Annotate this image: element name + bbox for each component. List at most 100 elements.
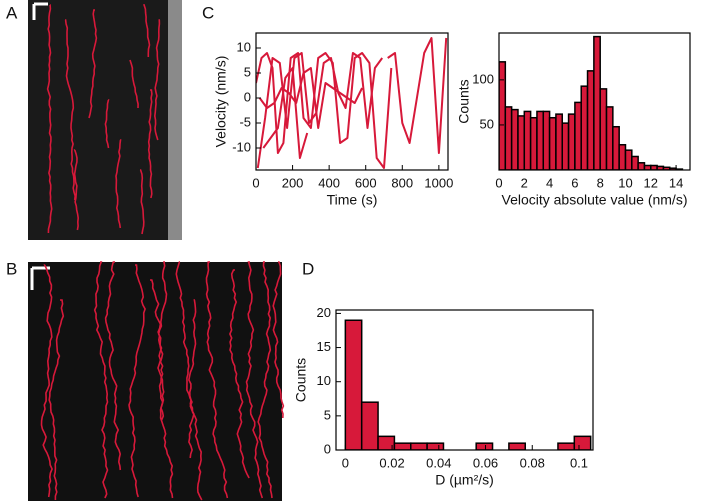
bar bbox=[599, 88, 608, 170]
trace bbox=[73, 149, 80, 231]
trace bbox=[157, 261, 174, 499]
trace bbox=[272, 261, 285, 419]
bar bbox=[567, 113, 576, 170]
x-axis-label: Time (s) bbox=[327, 192, 378, 208]
trace bbox=[257, 261, 273, 499]
bar bbox=[393, 442, 412, 450]
bar bbox=[618, 144, 627, 170]
y-tick-label: -5 bbox=[239, 114, 251, 129]
bar bbox=[475, 442, 494, 450]
line bbox=[258, 67, 363, 129]
axes-frame bbox=[498, 32, 691, 171]
bar bbox=[510, 108, 519, 170]
y-tick-label: 5 bbox=[244, 64, 251, 79]
y-axis-label: Counts bbox=[456, 79, 472, 123]
x-tick-label: 0 bbox=[342, 455, 349, 470]
bar bbox=[426, 442, 445, 450]
panel-label: B bbox=[6, 259, 17, 278]
bar bbox=[523, 110, 532, 170]
trace bbox=[139, 169, 145, 235]
x-tick-label: 10 bbox=[618, 175, 632, 190]
bar bbox=[536, 110, 545, 170]
trace bbox=[142, 4, 151, 57]
panel-label: D bbox=[302, 259, 314, 278]
bar bbox=[593, 35, 601, 170]
x-tick-label: 0.04 bbox=[426, 455, 451, 470]
bar bbox=[555, 113, 563, 170]
y-tick-label: 50 bbox=[480, 116, 494, 131]
bar bbox=[612, 125, 620, 170]
trace bbox=[188, 299, 203, 501]
trace bbox=[229, 269, 250, 479]
bar bbox=[624, 149, 633, 170]
trace bbox=[245, 261, 264, 499]
bar bbox=[542, 110, 551, 170]
y-tick-label: 100 bbox=[472, 71, 494, 86]
panel-label: C bbox=[202, 3, 214, 22]
y-tick-label: 0 bbox=[324, 441, 331, 456]
bar bbox=[561, 122, 570, 170]
trace bbox=[129, 59, 139, 109]
kymograph-b bbox=[28, 262, 282, 501]
y-axis-label: Velocity (nm/s) bbox=[213, 56, 229, 148]
x-tick-label: 0 bbox=[252, 175, 259, 190]
bar bbox=[508, 442, 526, 450]
trace bbox=[175, 261, 195, 459]
x-tick-label: 1000 bbox=[424, 175, 453, 190]
axes-frame bbox=[255, 32, 449, 171]
bar bbox=[548, 116, 557, 170]
bar bbox=[650, 164, 658, 170]
trace bbox=[150, 279, 165, 421]
y-tick-label: 15 bbox=[317, 339, 331, 354]
trace bbox=[64, 19, 77, 201]
bar bbox=[605, 106, 614, 170]
y-tick-label: -10 bbox=[232, 139, 251, 154]
axes-frame bbox=[335, 309, 594, 451]
bar bbox=[529, 116, 538, 170]
bar bbox=[410, 442, 428, 450]
trace bbox=[40, 264, 53, 498]
line bbox=[256, 52, 393, 169]
bar bbox=[574, 101, 582, 170]
bar bbox=[517, 115, 526, 170]
x-tick-label: 2 bbox=[521, 175, 528, 190]
x-tick-label: 0.02 bbox=[379, 455, 404, 470]
x-tick-label: 0.1 bbox=[570, 455, 588, 470]
x-axis-label: D (µm²/s) bbox=[435, 472, 494, 488]
trace bbox=[93, 261, 109, 499]
x-tick-label: 0 bbox=[495, 175, 502, 190]
x-tick-label: 800 bbox=[391, 175, 413, 190]
panel-label: A bbox=[6, 3, 18, 22]
x-tick-label: 0.06 bbox=[473, 455, 498, 470]
plot-area bbox=[499, 35, 684, 170]
trace bbox=[88, 9, 98, 119]
bar bbox=[504, 106, 513, 170]
scale-bar bbox=[32, 2, 48, 20]
bar bbox=[344, 319, 363, 450]
x-tick-label: 14 bbox=[669, 175, 683, 190]
x-tick-label: 4 bbox=[546, 175, 553, 190]
bar bbox=[580, 85, 589, 170]
trace bbox=[147, 89, 153, 199]
bar bbox=[360, 401, 379, 450]
x-tick-label: 600 bbox=[355, 175, 377, 190]
trace bbox=[115, 139, 122, 229]
traces bbox=[40, 4, 285, 501]
trace bbox=[128, 264, 146, 498]
trace bbox=[48, 299, 65, 500]
x-tick-label: 12 bbox=[644, 175, 658, 190]
trace bbox=[153, 19, 161, 141]
bar bbox=[499, 61, 507, 170]
kymograph-a-edge bbox=[168, 0, 182, 240]
bar bbox=[643, 164, 652, 170]
y-tick-label: 20 bbox=[317, 305, 331, 320]
line bbox=[387, 37, 448, 154]
y-tick-label: 5 bbox=[324, 407, 331, 422]
plot-area bbox=[344, 319, 592, 450]
x-tick-label: 0.08 bbox=[520, 455, 545, 470]
bar bbox=[637, 162, 646, 170]
bar bbox=[573, 435, 592, 450]
kymograph-a bbox=[28, 0, 182, 240]
trace bbox=[104, 99, 110, 149]
